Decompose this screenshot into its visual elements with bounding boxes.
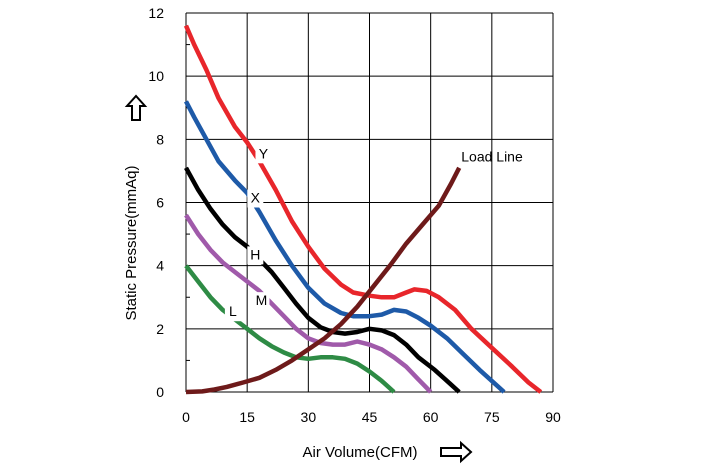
series-line-h — [184, 166, 461, 394]
x-tick-label: 45 — [362, 409, 378, 425]
y-tick-label: 10 — [148, 68, 164, 84]
series-line-m — [184, 213, 433, 394]
series-label-l: L — [229, 303, 237, 319]
series-label-bg — [247, 189, 264, 208]
series-label-m: M — [256, 292, 268, 308]
series-label-y: Y — [259, 145, 269, 161]
series-label-x: X — [251, 190, 261, 206]
x-tick-label: 30 — [301, 409, 317, 425]
x-tick-label: 60 — [423, 409, 439, 425]
right-arrow-icon — [440, 440, 473, 464]
series-label-h: H — [250, 246, 260, 262]
x-axis-title: Air Volume(CFM) — [302, 444, 417, 461]
y-tick-label: 6 — [156, 195, 164, 211]
y-tick-label: 0 — [156, 384, 164, 400]
x-tick-label: 75 — [484, 409, 500, 425]
y-tick-label: 4 — [156, 258, 164, 274]
y-tick-label: 2 — [156, 321, 164, 337]
x-tick-label: 0 — [182, 409, 190, 425]
series-label-bg — [224, 303, 241, 322]
x-tick-label: 90 — [545, 409, 561, 425]
y-axis-title: Static Pressure(mmAq) — [123, 165, 140, 320]
grid-lines — [185, 12, 554, 393]
x-tick-label: 15 — [239, 409, 255, 425]
tick-labels: 0 15 30 45 60 75 90 0 2 4 6 8 10 12 — [148, 5, 561, 425]
series-line-l — [184, 264, 396, 394]
y-tick-label: 8 — [156, 131, 164, 147]
series-line-y — [183, 24, 543, 394]
series-label-bg — [247, 246, 264, 265]
series-label-bg — [253, 292, 270, 311]
series-label-load-line: Load Line — [461, 148, 523, 164]
up-arrow-icon — [124, 94, 148, 121]
series-line-x — [184, 100, 506, 394]
series-labels: Y X H M L Load Line — [224, 145, 523, 322]
series-line-load-line — [185, 166, 462, 395]
series-label-bg — [255, 145, 272, 164]
y-tick-label: 12 — [148, 5, 164, 21]
series-lines — [183, 24, 543, 395]
